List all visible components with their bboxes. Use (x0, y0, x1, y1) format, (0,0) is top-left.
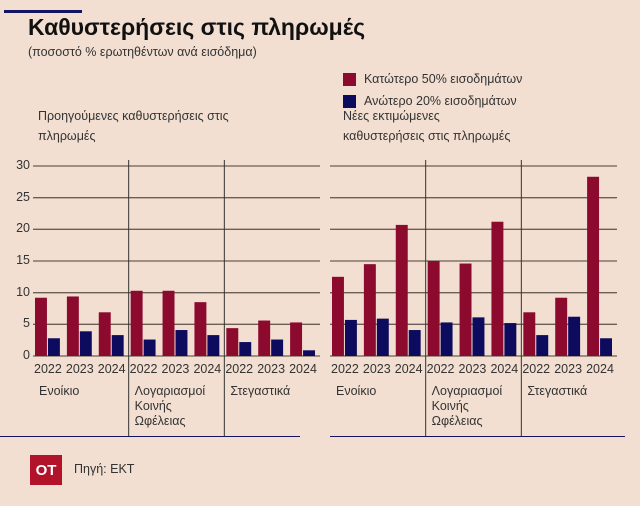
bar-lower-50 (162, 290, 175, 356)
x-tick-label: 2024 (586, 362, 614, 376)
legend-swatch-navy (343, 94, 356, 108)
bar-lower-50 (226, 328, 239, 356)
bar-upper-20 (271, 339, 284, 356)
bar-upper-20 (207, 335, 220, 356)
bar-lower-50 (587, 176, 600, 356)
bar-upper-20 (175, 330, 188, 356)
panel-title-right: Νέες εκτιμώμενες καθυστερήσεις στις πληρ… (343, 109, 511, 143)
legend-swatch-red (343, 72, 356, 86)
bar-lower-50 (35, 297, 47, 356)
bar-upper-20 (79, 331, 92, 356)
bar-lower-50 (194, 302, 207, 356)
x-tick-label: 2023 (458, 362, 487, 376)
group-label: Στεγαστικά (230, 384, 291, 398)
bar-upper-20 (303, 350, 315, 356)
bar-upper-20 (344, 319, 357, 356)
x-tick-label: 2024 (97, 362, 126, 376)
top-accent-line (4, 10, 82, 13)
chart-title: Καθυστερήσεις στις πληρωμές (28, 14, 366, 40)
bar-upper-20 (472, 317, 485, 356)
x-tick-label: 2022 (426, 362, 455, 376)
legend-label: Κατώτερο 50% εισοδημάτων (364, 72, 523, 86)
bar-upper-20 (504, 323, 517, 356)
chart-subtitle: (ποσοστό % ερωτηθέντων ανά εισόδημα) (28, 45, 257, 59)
panel-title-left: Προηγούμενες καθυστερήσεις στις πληρωμές (38, 109, 229, 143)
bar-upper-20 (47, 338, 60, 356)
bar-lower-50 (491, 221, 504, 356)
x-tick-label: 2024 (490, 362, 519, 376)
bar-upper-20 (111, 335, 124, 356)
legend-label: Ανώτερο 20% εισοδημάτων (364, 94, 517, 108)
x-tick-label: 2022 (34, 362, 62, 376)
bar-lower-50 (290, 322, 303, 356)
x-tick-label: 2022 (225, 362, 254, 376)
x-tick-label: 2023 (161, 362, 190, 376)
y-tick-label: 20 (16, 221, 30, 236)
group-label: Λογαριασμοί Κοινής Ωφέλειας (431, 384, 503, 428)
bar-lower-50 (523, 312, 536, 356)
x-tick-label: 2022 (129, 362, 158, 376)
bar-upper-20 (440, 322, 453, 356)
legend-item-upper-20: Ανώτερο 20% εισοδημάτων (343, 94, 517, 108)
source-note: Πηγή: ΕΚΤ (74, 462, 135, 476)
x-tick-label: 2022 (522, 362, 551, 376)
x-tick-label: 2023 (65, 362, 94, 376)
bar-lower-50 (130, 290, 143, 356)
legend-item-lower-50: Κατώτερο 50% εισοδημάτων (343, 72, 522, 86)
footer-divider-left (0, 436, 300, 437)
x-tick-label: 2024 (289, 362, 317, 376)
x-tick-label: 2023 (362, 362, 391, 376)
bar-upper-20 (376, 318, 389, 356)
bar-upper-20 (536, 335, 549, 356)
y-tick-label: 30 (16, 158, 30, 172)
x-tick-label: 2022 (331, 362, 359, 376)
bar-upper-20 (143, 339, 156, 356)
bar-lower-50 (427, 261, 440, 356)
group-label: Στεγαστικά (527, 384, 588, 398)
y-tick-label: 10 (16, 284, 30, 299)
bar-lower-50 (332, 276, 344, 356)
x-tick-label: 2023 (554, 362, 583, 376)
bar-lower-50 (555, 297, 568, 356)
bar-lower-50 (98, 312, 111, 356)
ot-logo: OT (30, 455, 62, 485)
x-tick-label: 2024 (394, 362, 423, 376)
group-label: Ενοίκιο (336, 384, 377, 398)
bar-upper-20 (600, 338, 612, 356)
bar-upper-20 (568, 316, 581, 356)
y-tick-label: 0 (23, 348, 30, 362)
bar-upper-20 (408, 330, 421, 356)
x-tick-label: 2023 (257, 362, 286, 376)
bar-upper-20 (239, 342, 252, 356)
bar-lower-50 (459, 263, 472, 356)
bar-lower-50 (395, 224, 408, 356)
bar-lower-50 (258, 320, 271, 356)
y-tick-label: 15 (16, 253, 30, 267)
group-label: Ενοίκιο (39, 384, 80, 398)
bar-lower-50 (363, 264, 376, 356)
y-tick-label: 25 (16, 189, 30, 204)
footer-divider-right (330, 436, 625, 437)
y-tick-label: 5 (23, 316, 30, 331)
group-label: Λογαριασμοί Κοινής Ωφέλειας (134, 384, 206, 428)
bar-lower-50 (66, 296, 79, 356)
x-tick-label: 2024 (193, 362, 222, 376)
